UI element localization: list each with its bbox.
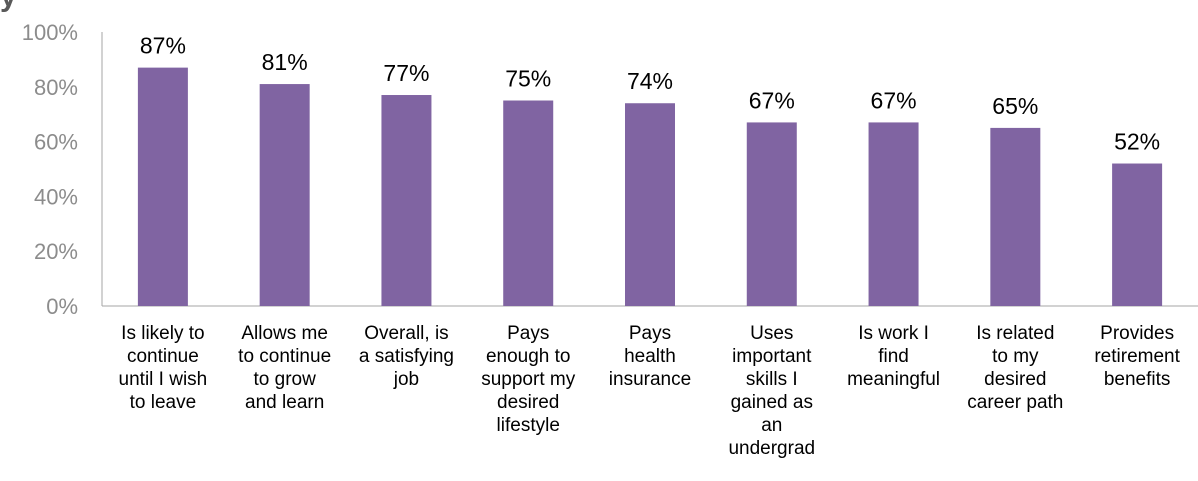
data-label: 87% — [140, 33, 186, 59]
data-label: 75% — [505, 66, 551, 92]
x-category-label-line: support my — [481, 369, 575, 390]
x-category-label-line: retirement — [1094, 346, 1180, 367]
x-category-label-line: find — [878, 346, 909, 367]
x-category-label-line: health — [624, 346, 676, 367]
x-category-label-line: Pays — [507, 323, 549, 344]
x-category-label-line: a satisfying — [359, 346, 454, 367]
x-category-label-line: Is likely to — [121, 323, 204, 344]
x-category-label-line: undergrad — [728, 438, 815, 459]
data-label: 81% — [262, 49, 308, 75]
x-category-label-line: Is work I — [858, 323, 929, 344]
data-label: 67% — [871, 87, 917, 113]
y-tick-label: 80% — [34, 75, 78, 100]
x-category-label-line: Allows me — [241, 323, 328, 344]
bar — [990, 127, 1041, 307]
bar — [746, 122, 797, 306]
x-category-label-line: meaningful — [847, 369, 940, 390]
y-tick-label: 60% — [34, 130, 78, 155]
x-category-label-line: Overall, is — [364, 323, 448, 344]
y-tick-label: 100% — [22, 20, 78, 45]
x-category-label-line: skills I — [746, 369, 798, 390]
data-label: 74% — [627, 68, 673, 94]
x-category-label-line: an — [761, 415, 782, 436]
y-tick-label: 20% — [34, 239, 78, 264]
bar — [137, 67, 188, 307]
x-category-label-line: Is related — [976, 323, 1054, 344]
x-category-label-line: lifestyle — [497, 415, 560, 436]
x-category-label-line: to continue — [238, 346, 331, 367]
x-category-label-line: benefits — [1104, 369, 1171, 390]
bar — [625, 103, 675, 307]
x-category-label-line: enough to — [486, 346, 571, 367]
data-labels: 87% 81% 77% 75% 74% 67% 67% 65% 52% — [140, 33, 1160, 155]
y-tick-label: 40% — [34, 184, 78, 209]
x-category-label-line: to leave — [130, 392, 197, 413]
data-label: 52% — [1114, 129, 1160, 155]
x-category-label-line: desired — [984, 369, 1046, 390]
x-category-label-line: until I wish — [119, 369, 208, 390]
y-axis-tick-labels: 0% 20% 40% 60% 80% 100% — [22, 20, 78, 319]
x-category-label-line: Provides — [1100, 323, 1174, 344]
x-category-label-line: and learn — [245, 392, 324, 413]
x-category-label-line: to grow — [254, 369, 317, 390]
x-category-label-line: Uses — [750, 323, 793, 344]
x-category-label-line: job — [393, 369, 419, 390]
data-label: 77% — [383, 60, 429, 86]
x-category-label-line: to my — [992, 346, 1039, 367]
bar — [503, 100, 554, 306]
x-category-label-line: continue — [127, 346, 199, 367]
x-category-label-line: Pays — [629, 323, 671, 344]
bar — [1112, 163, 1163, 306]
bar — [259, 84, 310, 306]
bar-series — [137, 67, 1163, 307]
x-category-label-line: insurance — [609, 369, 691, 390]
x-category-label-line: gained as — [731, 392, 813, 413]
data-label: 67% — [749, 87, 795, 113]
bar — [381, 95, 432, 307]
corner-fragment-glyph: y — [0, 0, 22, 12]
x-category-label-line: desired — [497, 392, 559, 413]
x-category-label-line: career path — [967, 392, 1063, 413]
data-label: 65% — [992, 93, 1038, 119]
x-category-label-line: important — [732, 346, 812, 367]
bar — [868, 122, 919, 306]
y-tick-label: 0% — [46, 294, 78, 319]
